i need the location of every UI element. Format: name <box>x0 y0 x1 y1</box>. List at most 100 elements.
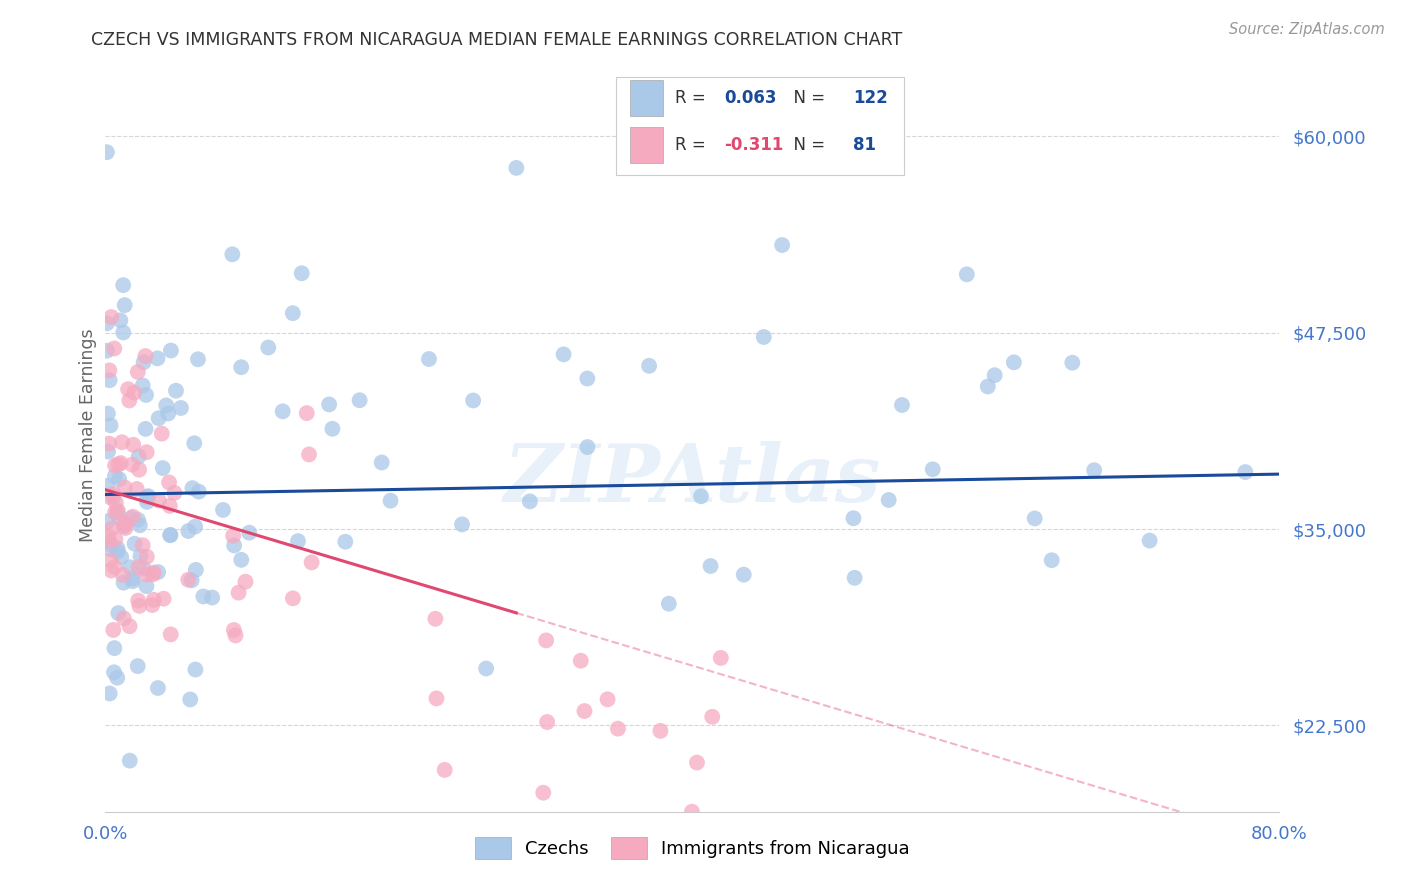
Point <box>505 161 527 175</box>
Point <box>160 343 183 358</box>
Point <box>97 407 120 421</box>
Point <box>122 509 145 524</box>
Point <box>576 440 599 454</box>
Text: -0.311: -0.311 <box>724 136 783 154</box>
Point <box>222 529 245 543</box>
Point <box>111 435 134 450</box>
Text: 0.063: 0.063 <box>724 89 776 107</box>
Point <box>121 458 143 472</box>
Point <box>111 568 134 582</box>
Point <box>112 517 135 532</box>
Point <box>321 422 343 436</box>
Point <box>638 359 661 373</box>
Point <box>96 317 118 331</box>
Point <box>877 492 900 507</box>
Point <box>104 505 127 519</box>
Point <box>212 503 235 517</box>
Point <box>114 516 136 531</box>
Point <box>135 422 157 436</box>
Point <box>534 633 557 648</box>
Point <box>120 511 142 525</box>
Point <box>271 404 294 418</box>
Point <box>110 549 132 564</box>
Point <box>110 313 132 327</box>
Point <box>157 475 180 490</box>
Point <box>228 585 250 599</box>
Point <box>103 490 125 504</box>
Point <box>157 407 180 421</box>
Point <box>128 450 150 464</box>
Point <box>1234 465 1257 479</box>
Point <box>658 597 681 611</box>
Point <box>733 567 755 582</box>
Point <box>96 528 118 542</box>
Point <box>187 352 209 367</box>
Point <box>183 436 205 450</box>
Point <box>98 491 121 505</box>
Point <box>569 654 592 668</box>
Point <box>1002 355 1025 369</box>
Point <box>956 268 979 282</box>
Point <box>135 388 157 402</box>
Point <box>177 573 200 587</box>
Y-axis label: Median Female Earnings: Median Female Earnings <box>79 328 97 541</box>
Point <box>127 593 149 607</box>
Point <box>105 671 128 685</box>
FancyBboxPatch shape <box>630 127 664 163</box>
Point <box>238 525 260 540</box>
Point <box>122 438 145 452</box>
Point <box>141 598 163 612</box>
Point <box>349 393 371 408</box>
Point <box>98 373 121 387</box>
Point <box>519 494 541 508</box>
Point <box>1040 553 1063 567</box>
Point <box>100 418 122 433</box>
Point <box>104 469 127 483</box>
Point <box>104 496 127 510</box>
Point <box>142 592 165 607</box>
Point <box>132 538 155 552</box>
Point <box>100 564 122 578</box>
Point <box>104 458 127 473</box>
Point <box>121 574 143 589</box>
Point <box>114 481 136 495</box>
Point <box>576 371 599 385</box>
Point <box>125 482 148 496</box>
Point <box>103 560 125 574</box>
FancyBboxPatch shape <box>616 77 904 175</box>
Point <box>193 590 215 604</box>
Point <box>110 456 132 470</box>
Point <box>129 549 152 564</box>
Point <box>114 298 136 312</box>
Point <box>281 591 304 606</box>
Text: CZECH VS IMMIGRANTS FROM NICARAGUA MEDIAN FEMALE EARNINGS CORRELATION CHART: CZECH VS IMMIGRANTS FROM NICARAGUA MEDIA… <box>91 31 903 49</box>
Point <box>100 553 122 567</box>
Point <box>103 487 125 501</box>
Point <box>135 490 157 504</box>
Point <box>100 542 122 557</box>
Point <box>159 499 181 513</box>
Point <box>433 763 456 777</box>
Point <box>165 384 187 398</box>
Point <box>1062 356 1084 370</box>
Point <box>114 521 136 535</box>
Point <box>224 538 246 552</box>
Point <box>159 528 181 542</box>
Point <box>686 756 709 770</box>
Point <box>451 517 474 532</box>
Point <box>107 541 129 556</box>
Point <box>574 704 596 718</box>
Point <box>132 378 155 392</box>
Point <box>425 612 447 626</box>
Point <box>118 754 141 768</box>
Point <box>553 347 575 361</box>
Point <box>235 574 257 589</box>
Point <box>118 393 141 408</box>
Point <box>152 591 174 606</box>
Point <box>100 310 122 324</box>
Point <box>531 786 554 800</box>
Point <box>287 534 309 549</box>
Point <box>983 368 1005 383</box>
Point <box>596 692 619 706</box>
Text: R =: R = <box>675 89 711 107</box>
